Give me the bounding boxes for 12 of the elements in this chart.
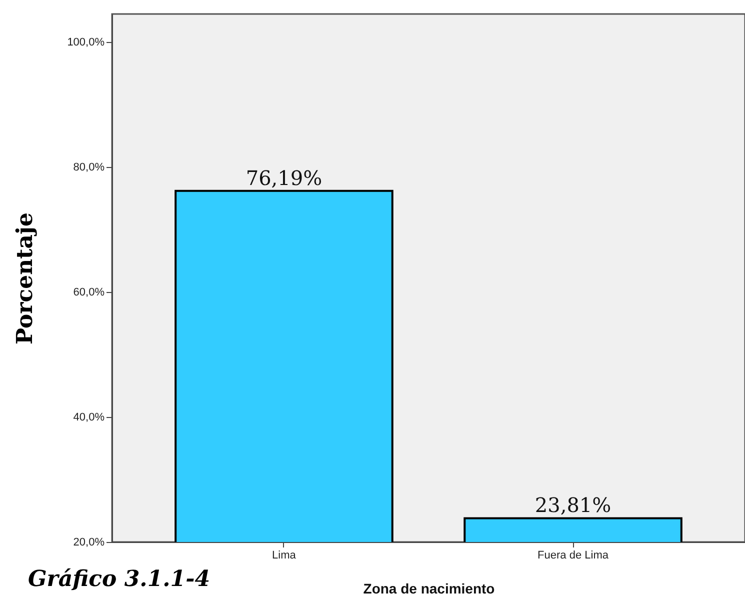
- y-tick-label: 40,0%: [73, 412, 105, 424]
- y-tick-label: 100,0%: [67, 36, 105, 49]
- data-label: 76,19%: [246, 166, 322, 190]
- x-tick-label: Fuera de Lima: [538, 550, 610, 562]
- y-axis-title: Porcentaje: [12, 212, 38, 344]
- y-tick-label: 20,0%: [73, 536, 105, 548]
- x-tick-label: Lima: [272, 550, 297, 562]
- text: Gráfico 3.1.1-4: [28, 566, 210, 592]
- x-axis-title: Zona de nacimiento: [363, 580, 495, 596]
- y-tick-label: 80,0%: [73, 162, 105, 174]
- data-label: 23,81%: [534, 493, 612, 518]
- y-tick-label: 60,0%: [73, 286, 105, 299]
